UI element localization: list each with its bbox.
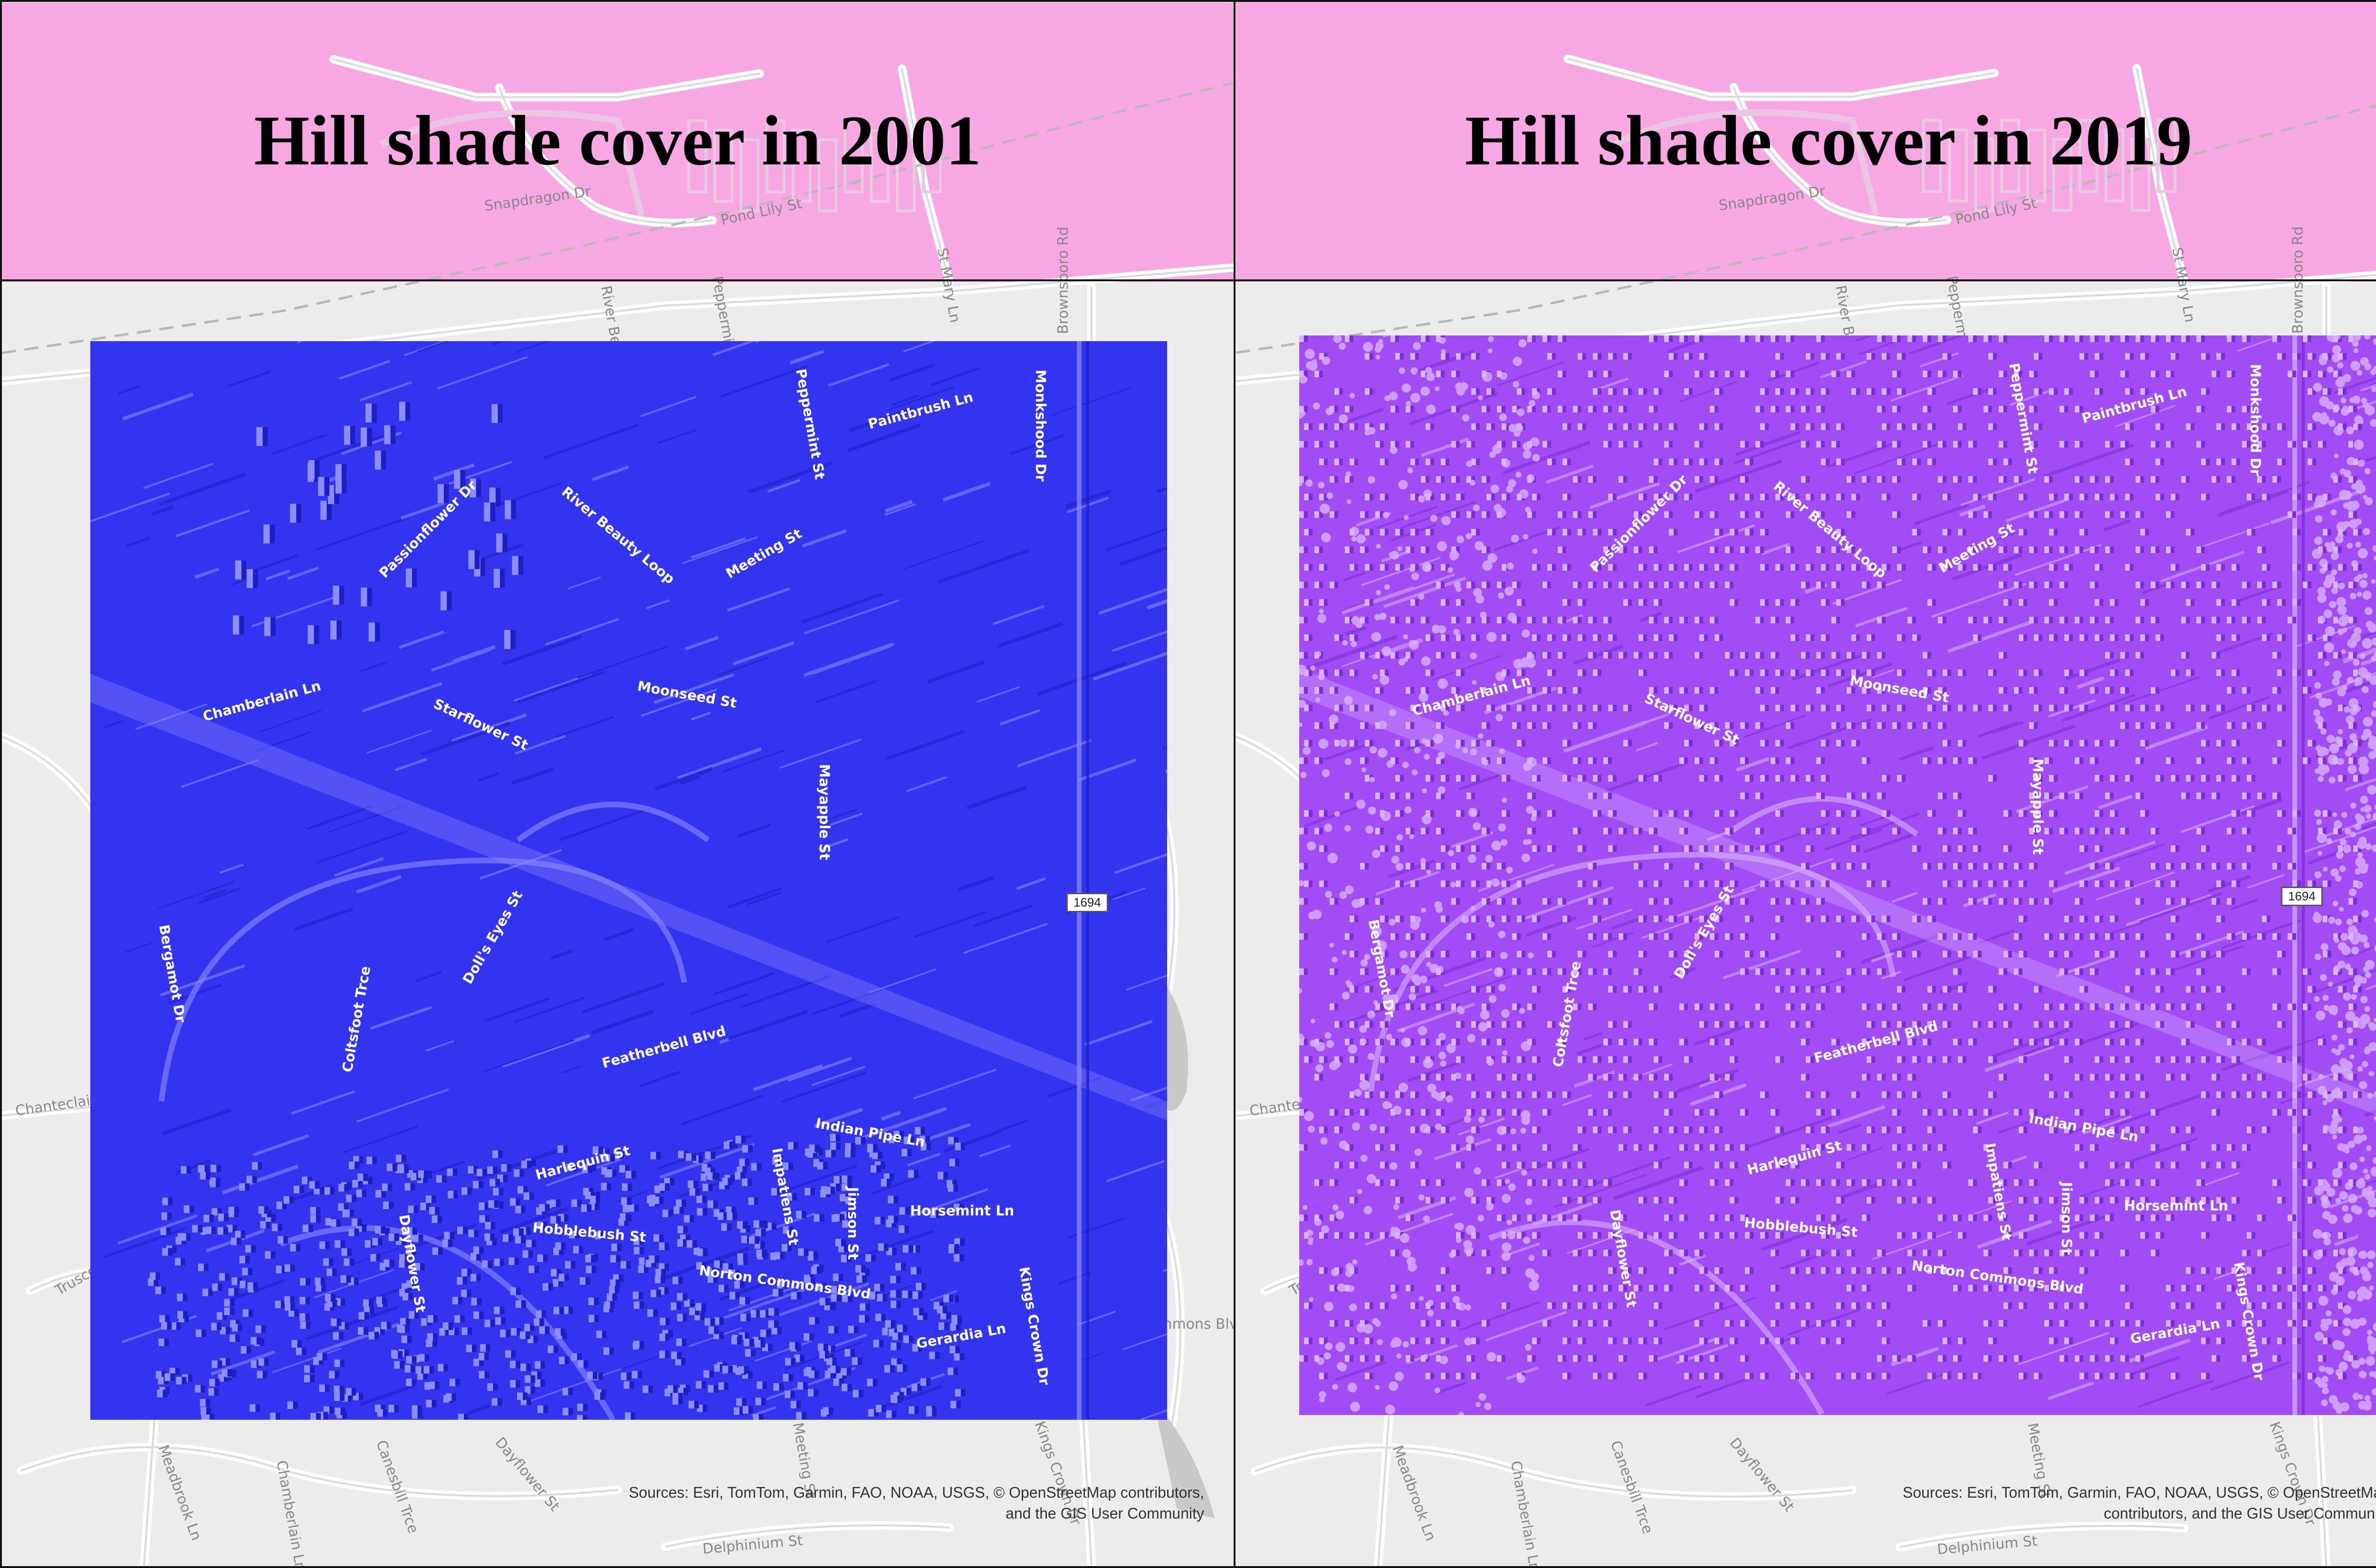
street-label: Horsemint Ln — [2124, 1198, 2228, 1214]
street-label: Mayapple St — [2030, 759, 2046, 855]
map-panel-2019: Hill shade cover in 2019 Snapdragon Dr Po… — [1236, 0, 2376, 1568]
attribution-text: Sources: Esri, TomTom, Garmin, FAO, NOAA… — [1903, 1484, 2376, 1522]
panel-header: Hill shade cover in 2019 — [1236, 2, 2376, 281]
street-label: Jimson St — [845, 1186, 861, 1260]
panel-title: Hill shade cover in 2001 — [254, 101, 982, 180]
attribution-text: Sources: Esri, TomTom, Garmin, FAO, NOAA… — [629, 1484, 1204, 1522]
street-label: Mayapple St — [816, 764, 833, 860]
street-label: Monkshood Dr — [2247, 364, 2263, 476]
street-label: Monkshood Dr — [1033, 370, 1049, 482]
street-label: Horsemint Ln — [910, 1203, 1014, 1219]
panel-title: Hill shade cover in 2019 — [1465, 101, 2193, 180]
route-shield: 1694 — [1066, 893, 1108, 912]
panel-header: Hill shade cover in 2001 — [2, 2, 1234, 281]
route-shield: 1694 — [2281, 887, 2323, 906]
street-label: Jimson St — [2059, 1181, 2075, 1255]
map-panel-2001: Hill shade cover in 2001 Snapdragon Dr Po… — [0, 0, 1236, 1568]
